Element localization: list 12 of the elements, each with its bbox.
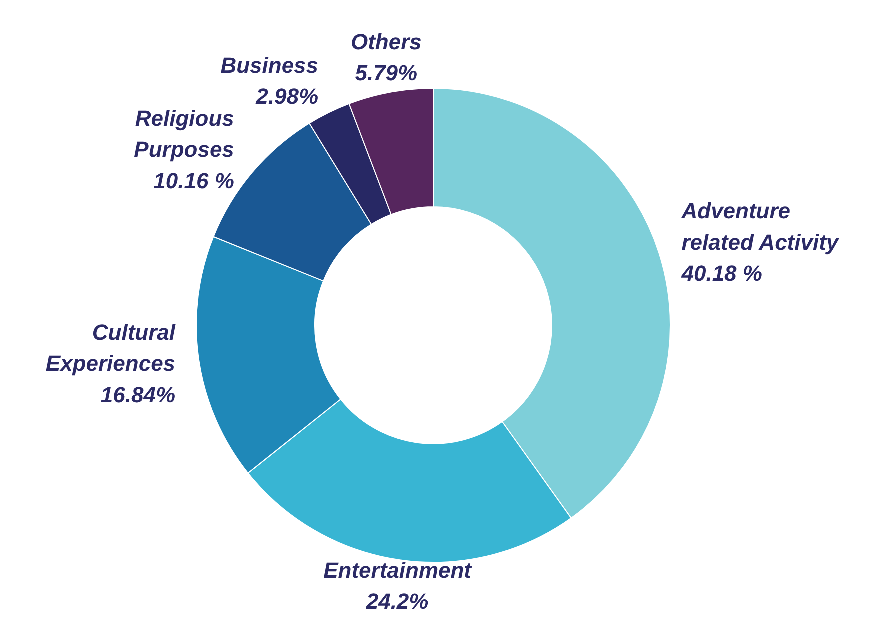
slice-label: Business	[220, 52, 319, 78]
data-label: 10.16 %	[154, 168, 234, 194]
data-label: 5.79%	[355, 60, 418, 86]
data-label: 40.18 %	[680, 261, 762, 286]
slice-label: Entertainment	[324, 558, 474, 583]
slice-label: Cultural Experiences	[46, 320, 176, 376]
slice-label: Adventure related Activity	[680, 198, 840, 255]
data-label: 16.84%	[100, 382, 176, 408]
data-label: 2.98%	[255, 84, 319, 110]
data-label: 24.2%	[365, 589, 429, 614]
slice-label: Others	[350, 29, 422, 54]
slice-label: Religious Purposes	[134, 106, 234, 162]
